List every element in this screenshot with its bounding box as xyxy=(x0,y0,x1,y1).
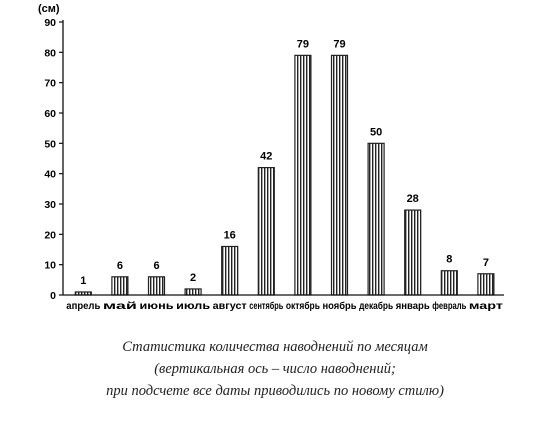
caption-line-3: при подсчете все даты приводились по нов… xyxy=(106,383,444,399)
y-tick-label: 90 xyxy=(44,17,56,29)
y-tick-label: 80 xyxy=(44,47,56,59)
bar-value-label: 7 xyxy=(483,257,489,269)
x-category-label: сентябрь xyxy=(249,300,283,312)
x-category-label: май xyxy=(103,300,137,312)
bar-5 xyxy=(221,245,239,296)
y-tick-label: 70 xyxy=(44,78,56,90)
bar-value-label: 79 xyxy=(333,38,345,50)
bar-2 xyxy=(111,276,129,296)
caption-line-1: Статистика количества наводнений по меся… xyxy=(122,339,428,355)
y-axis-unit: (см) xyxy=(38,3,60,15)
x-category-label: декабрь xyxy=(359,300,393,312)
bar-12 xyxy=(477,273,495,296)
bar-value-label: 50 xyxy=(370,126,382,138)
x-category-label: апрель xyxy=(66,300,100,312)
y-tick-label: 40 xyxy=(44,169,56,181)
bar-value-label: 42 xyxy=(260,151,272,163)
y-tick-label: 10 xyxy=(44,260,56,272)
bar-7 xyxy=(294,54,312,296)
bar-value-label: 79 xyxy=(297,38,309,50)
bar-value-label: 8 xyxy=(446,254,452,266)
x-category-label: февраль xyxy=(432,300,466,312)
bar-6 xyxy=(257,167,275,296)
bar-value-label: 1 xyxy=(80,275,86,287)
x-category-label: январь xyxy=(396,300,430,312)
x-category-label: июль xyxy=(176,300,211,312)
y-tick-label: 0 xyxy=(50,290,56,302)
bar-value-label: 28 xyxy=(407,193,419,205)
bar-value-label: 6 xyxy=(153,260,159,272)
bar-4 xyxy=(184,288,202,296)
bar-11 xyxy=(440,270,458,296)
y-tick-label: 20 xyxy=(44,229,56,241)
bar-value-label: 16 xyxy=(224,229,236,241)
x-category-label: ноябрь xyxy=(323,300,357,312)
bar-3 xyxy=(147,276,166,296)
x-category-label: октябрь xyxy=(286,300,320,312)
y-tick-label: 60 xyxy=(44,108,56,120)
y-tick-label: 30 xyxy=(44,199,56,211)
x-category-label: июнь xyxy=(140,300,175,312)
x-category-label: март xyxy=(469,300,503,312)
bar-value-label: 6 xyxy=(117,260,123,272)
bar-value-label: 2 xyxy=(190,272,196,284)
chart-caption: Статистика количества наводнений по меся… xyxy=(0,336,550,402)
bar-9 xyxy=(367,142,385,296)
y-tick-label: 50 xyxy=(44,138,56,150)
x-category-label: август xyxy=(213,300,247,312)
bar-8 xyxy=(330,54,349,296)
caption-line-2: (вертикальная ось – число наводнений; xyxy=(154,361,396,377)
bar-10 xyxy=(404,209,422,296)
